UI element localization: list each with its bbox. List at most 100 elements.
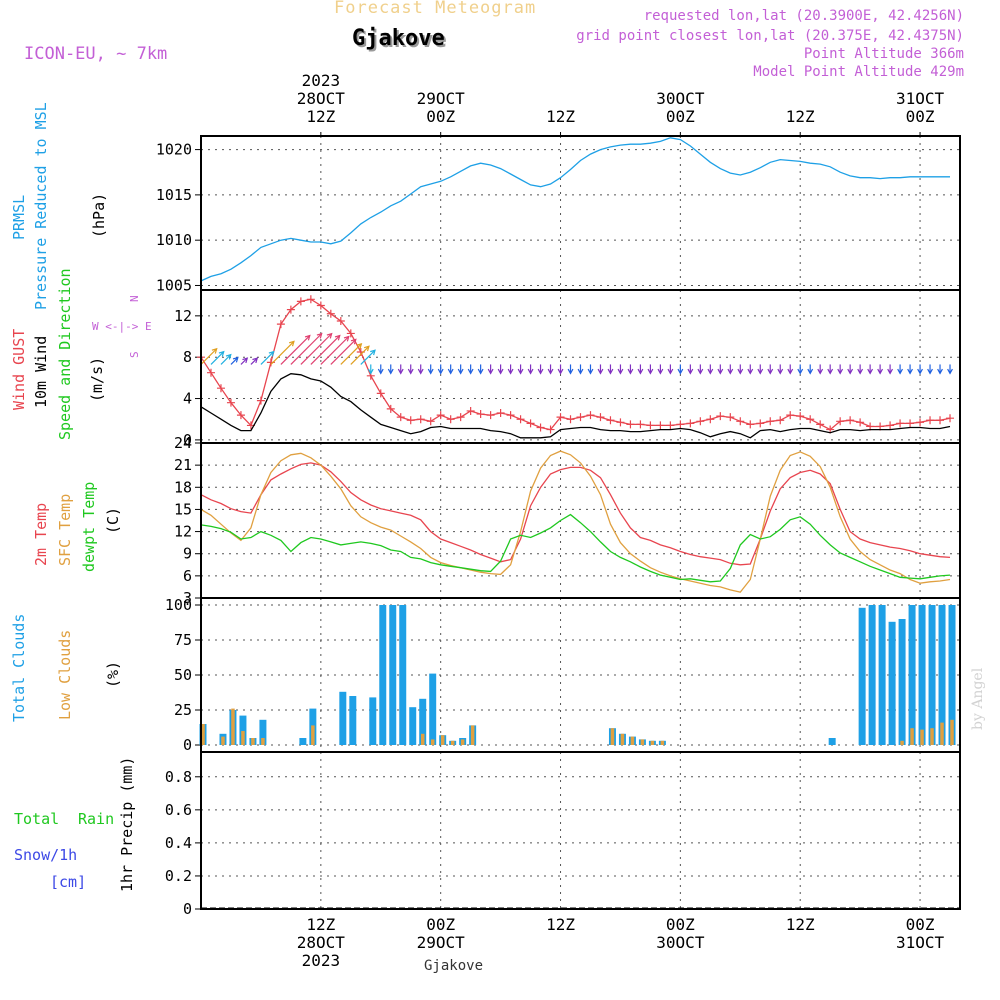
wind-arrow-head [527, 368, 534, 375]
y-tick-label: 9 [183, 545, 192, 563]
low-cloud-bar [940, 722, 944, 745]
y-tick-label: 1010 [156, 231, 192, 249]
top-axis-label: 00Z [426, 107, 455, 126]
total-cloud-bar [828, 738, 836, 745]
low-cloud-bar [460, 739, 465, 745]
gust-marker [686, 419, 695, 428]
wind-arrow-head [537, 368, 544, 375]
total-cloud-bar [349, 696, 357, 745]
bottom-axis-label: 00Z [906, 915, 935, 934]
y-tick-label: 0.4 [165, 834, 192, 852]
low-cloud-bar [950, 719, 954, 745]
chart-title: Forecast Meteogram [334, 0, 537, 18]
gust-marker [586, 411, 595, 420]
gust-marker [286, 305, 295, 314]
gust-marker [706, 415, 715, 424]
gust-marker [446, 415, 455, 424]
wind-arrow-head [657, 368, 664, 375]
temp-2m-line [200, 462, 951, 566]
wind-arrow-head [507, 368, 514, 375]
gust-marker [576, 413, 585, 422]
y-tick-label: 18 [174, 478, 192, 496]
gust-marker [666, 421, 675, 430]
top-axis-label: 12Z [786, 107, 815, 126]
gust-marker [486, 411, 495, 420]
low-cloud-bar [650, 740, 655, 745]
wind-line [200, 373, 951, 439]
gust-marker [206, 368, 215, 377]
low-cloud-bar [610, 728, 615, 745]
wind-arrow-head [667, 368, 674, 375]
gust-marker [626, 420, 635, 429]
wind-arrow-head [417, 368, 424, 375]
wind-arrow [350, 345, 370, 365]
gust-marker [816, 420, 825, 429]
y-tick-label: 12 [174, 523, 192, 541]
wind-arrow-head [787, 368, 794, 375]
point-altitude: Point Altitude 366m [803, 46, 964, 62]
low-cloud-bar [420, 733, 425, 745]
y-tick-label: 100 [165, 596, 192, 614]
gust-marker [696, 417, 705, 426]
model-altitude: Model Point Altitude 429m [753, 64, 964, 80]
wind-arrow-head [356, 342, 363, 349]
total-cloud-bar [259, 719, 267, 745]
panel-frame-temperature [200, 442, 961, 599]
wind-arrow-head [367, 368, 374, 375]
gust-marker [856, 418, 865, 427]
bottom-axis-label: 30OCT [656, 933, 705, 952]
gust-marker [846, 416, 855, 425]
wind-arrow-head [827, 368, 834, 375]
gust-marker [716, 412, 725, 421]
total-cloud-bar [888, 621, 896, 745]
bottom-axis-label: 12Z [546, 915, 575, 934]
low-cloud-bar [261, 738, 265, 745]
wind-arrow-head [797, 368, 804, 375]
y-tick-label: 1020 [156, 141, 192, 159]
top-axis-label: 12Z [306, 107, 335, 126]
y-tick-label: 12 [174, 307, 192, 325]
gust-marker [926, 416, 935, 425]
gust-marker [806, 415, 815, 424]
wind-arrow-head [697, 368, 704, 375]
bottom-axis-label: 28OCT [297, 933, 346, 952]
low-cloud-bar [920, 729, 924, 745]
gust-marker [936, 416, 945, 425]
y-tick-label: 0 [183, 736, 192, 754]
low-cloud-bar [311, 725, 315, 745]
wind-arrow [240, 357, 248, 365]
bottom-axis-label: 12Z [786, 915, 815, 934]
wind-arrow-head [687, 368, 694, 375]
top-axis-label: 28OCT [297, 89, 346, 108]
wind-arrow-head [387, 368, 394, 375]
low-cloud-bar [620, 733, 625, 745]
y-tick-label: 6 [183, 567, 192, 585]
panel-frame-precipitation [200, 751, 961, 910]
gust-marker [226, 398, 235, 407]
gust-marker [616, 418, 625, 427]
gust-line [200, 298, 951, 431]
gust-marker [386, 404, 395, 413]
wind-arrow-head [777, 368, 784, 375]
gust-marker [416, 415, 425, 424]
wind-arrow [340, 343, 362, 365]
wind-arrow-head [887, 368, 894, 375]
bottom-axis-label: 29OCT [417, 933, 466, 952]
bottom-axis-label: 31OCT [896, 933, 945, 952]
wind-arrow-head [877, 368, 884, 375]
wind-arrow-head [717, 368, 724, 375]
wind-arrow-head [407, 368, 414, 375]
wind-arrow-head [577, 368, 584, 375]
total-cloud-bar [878, 605, 886, 745]
wind-arrow [210, 351, 225, 365]
wind-arrow-head [350, 338, 357, 345]
wind-arrow-head [847, 368, 854, 375]
wind-arrow [300, 333, 333, 365]
gust-marker [736, 417, 745, 426]
gust-marker [606, 416, 615, 425]
total-cloud-bar [918, 605, 926, 745]
total-cloud-bar [429, 673, 437, 745]
pressure-line [200, 137, 950, 282]
wind-arrow-head [557, 368, 564, 375]
gust-marker [516, 415, 525, 424]
